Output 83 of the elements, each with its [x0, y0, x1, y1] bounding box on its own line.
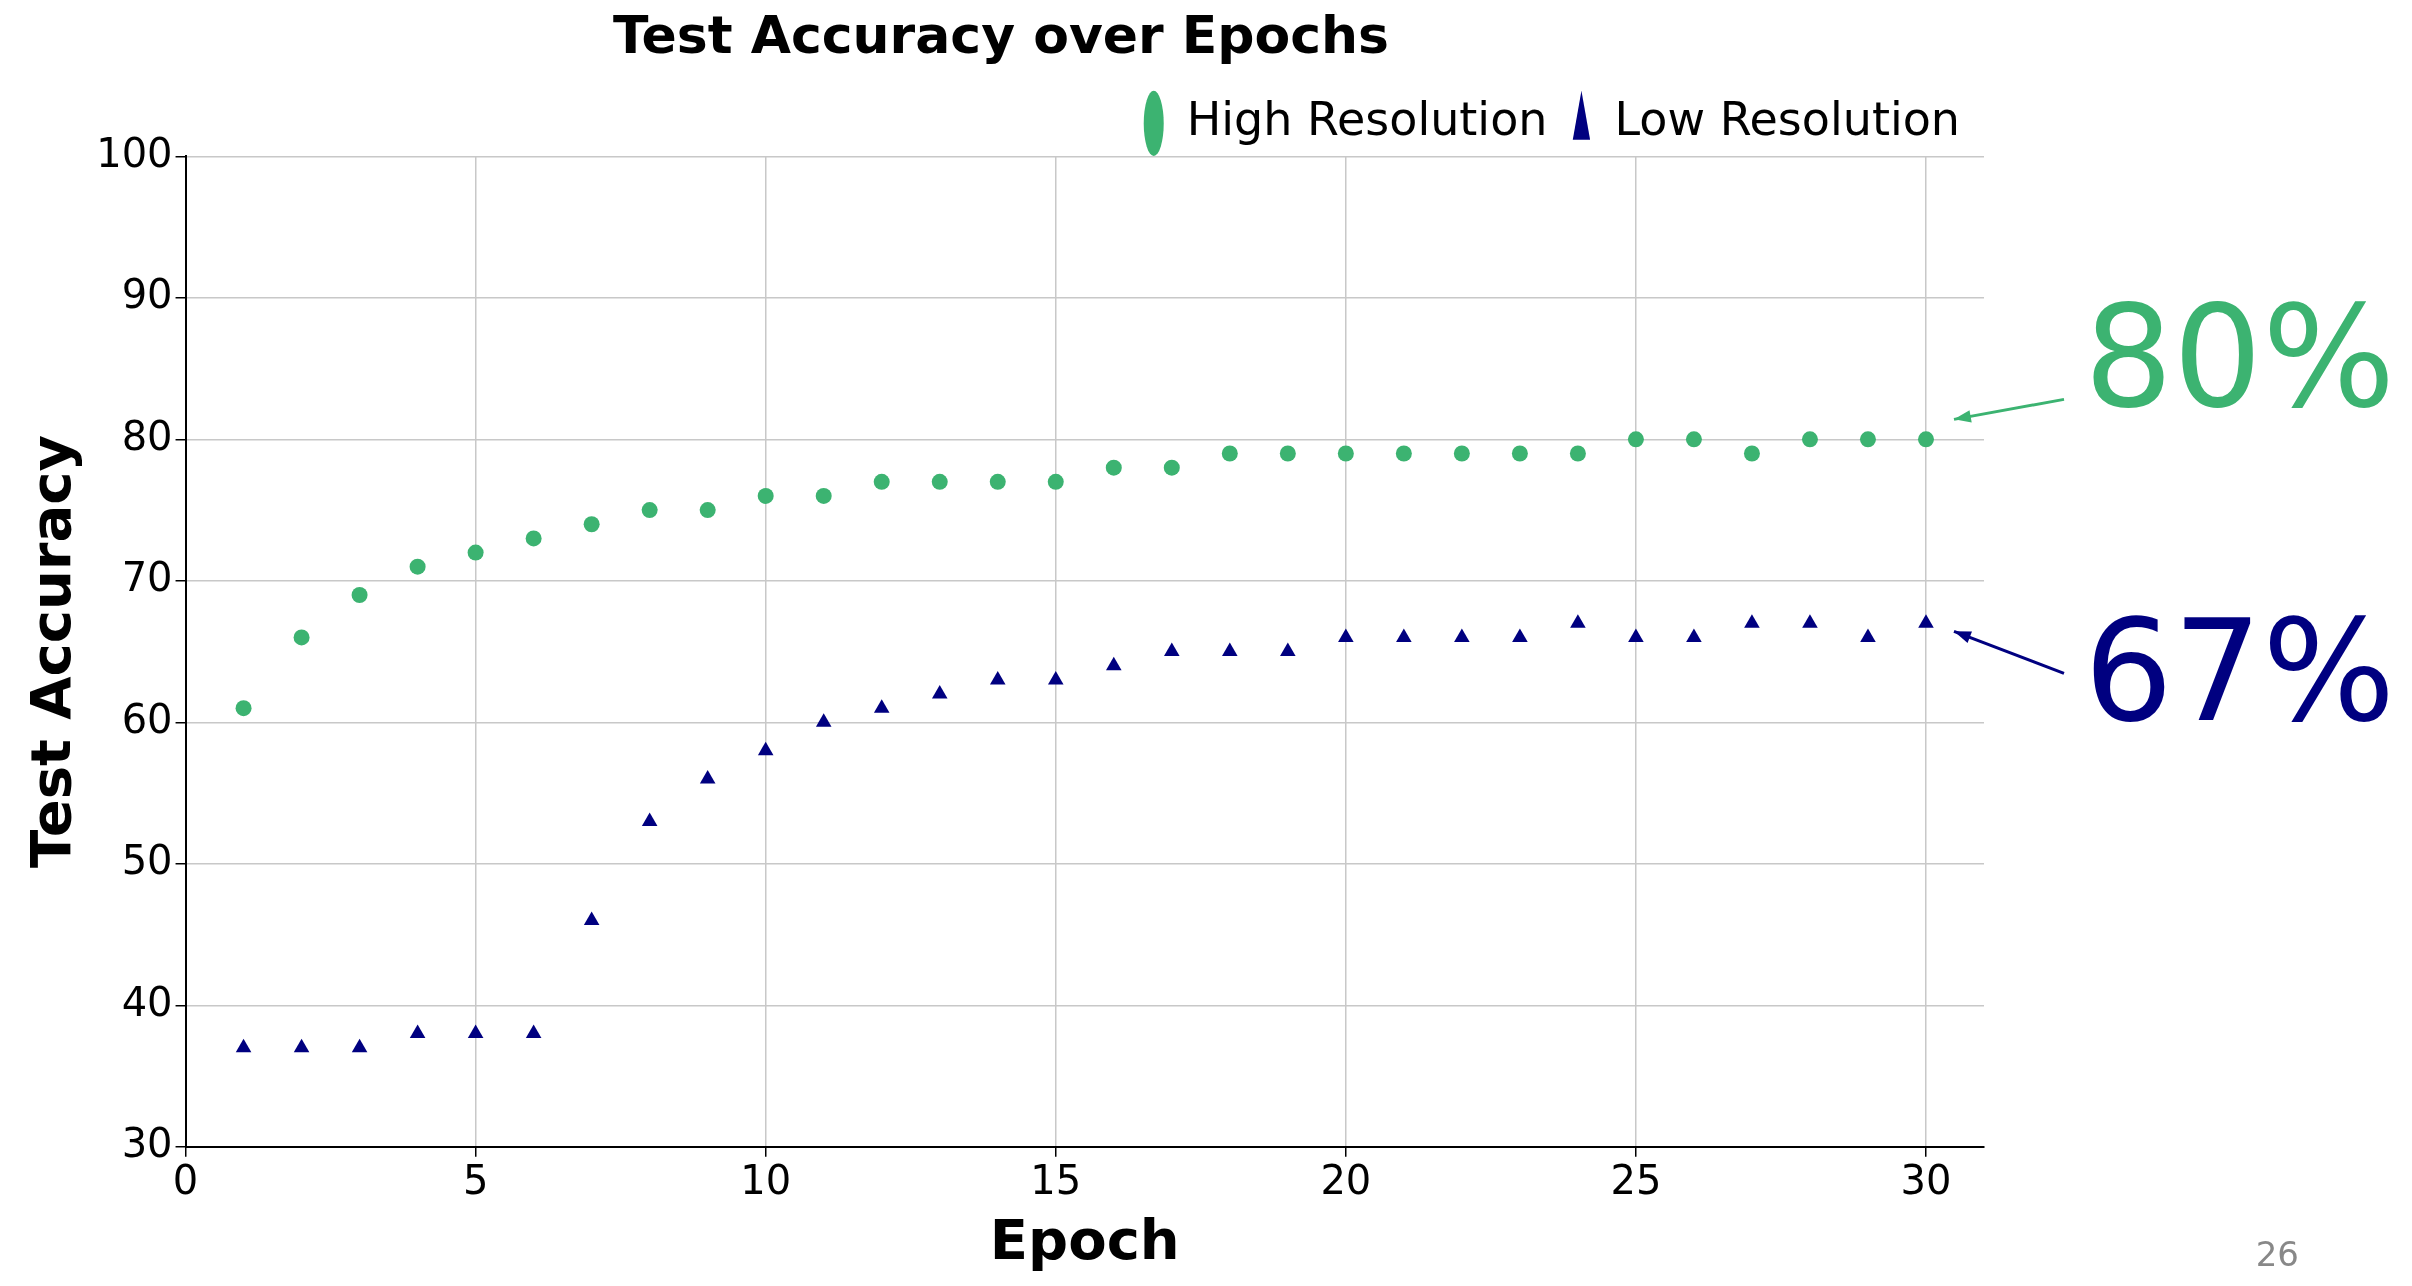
- point: [641, 502, 658, 519]
- point: [1743, 445, 1760, 462]
- point: [757, 741, 774, 756]
- y-tick-label: 80: [121, 412, 173, 459]
- y-tick-label: 60: [121, 695, 173, 742]
- annotation: 67%: [2084, 589, 2396, 753]
- point: [409, 1024, 426, 1039]
- point: [989, 670, 1006, 685]
- point: [1569, 445, 1586, 462]
- x-tick-label: 0: [172, 1157, 199, 1204]
- point: [989, 473, 1006, 490]
- point: [1047, 473, 1064, 490]
- point: [1105, 459, 1122, 476]
- point: [293, 629, 310, 646]
- y-tick-label: 100: [96, 129, 173, 176]
- y-tick-label: 90: [121, 271, 173, 318]
- point: [815, 487, 832, 504]
- point: [1628, 628, 1644, 642]
- point: [1453, 445, 1470, 462]
- y-tick-label: 70: [121, 554, 173, 601]
- point: [1859, 431, 1876, 448]
- point: [1164, 642, 1180, 657]
- point: [641, 812, 658, 826]
- point: [699, 769, 716, 784]
- point: [1685, 431, 1702, 448]
- point: [525, 1024, 542, 1039]
- point: [467, 1024, 484, 1039]
- point: [351, 1038, 368, 1053]
- chart-title: Test Accuracy over Epochs: [612, 4, 1390, 65]
- point: [1917, 431, 1934, 448]
- point: [931, 685, 948, 699]
- point: [815, 713, 832, 727]
- point: [1105, 656, 1122, 671]
- point: [1337, 445, 1354, 462]
- x-tick-label: 15: [1030, 1157, 1082, 1204]
- y-tick-label: 50: [121, 837, 173, 884]
- point: [1802, 614, 1818, 628]
- point: [931, 473, 948, 490]
- point: [293, 1038, 310, 1053]
- point: [699, 502, 716, 519]
- x-tick-label: 25: [1610, 1157, 1662, 1204]
- point: [1280, 642, 1296, 657]
- point: [1627, 431, 1644, 448]
- point: [1801, 431, 1818, 448]
- point: [351, 587, 368, 604]
- point: [235, 1038, 252, 1053]
- point: [1860, 628, 1876, 642]
- x-axis-title: Epoch: [989, 1206, 1180, 1272]
- point: [409, 558, 426, 575]
- point: [583, 911, 600, 925]
- point: [873, 473, 890, 490]
- point: [467, 544, 484, 561]
- y-tick-label: 30: [121, 1120, 173, 1167]
- point: [1744, 614, 1760, 628]
- text: 26: [2255, 1233, 2299, 1274]
- point: [1686, 628, 1702, 642]
- legend-label: High Resolution: [1186, 92, 1548, 147]
- point: [873, 699, 890, 713]
- x-tick-label: 5: [462, 1157, 489, 1204]
- point: [1222, 642, 1238, 657]
- point: [1279, 445, 1296, 462]
- point: [583, 516, 600, 533]
- point: [1511, 445, 1528, 462]
- point: [1918, 614, 1934, 628]
- point: [525, 530, 542, 547]
- x-tick-label: 10: [740, 1157, 792, 1204]
- point: [757, 487, 774, 504]
- point: [1570, 614, 1586, 628]
- x-tick-label: 30: [1900, 1157, 1952, 1204]
- point: [1047, 670, 1064, 685]
- point: [1454, 628, 1470, 642]
- x-tick-label: 20: [1320, 1157, 1372, 1204]
- point: [1396, 628, 1412, 642]
- point: [235, 700, 252, 717]
- y-axis-title: Test Accuracy: [18, 435, 84, 869]
- legend-label: Low Resolution: [1614, 92, 1960, 147]
- annotation: 80%: [2084, 275, 2396, 439]
- point: [1395, 445, 1412, 462]
- point: [1163, 459, 1180, 476]
- point: [1221, 445, 1238, 462]
- point: [1512, 628, 1528, 642]
- point: [1338, 628, 1354, 642]
- y-tick-label: 40: [121, 978, 173, 1025]
